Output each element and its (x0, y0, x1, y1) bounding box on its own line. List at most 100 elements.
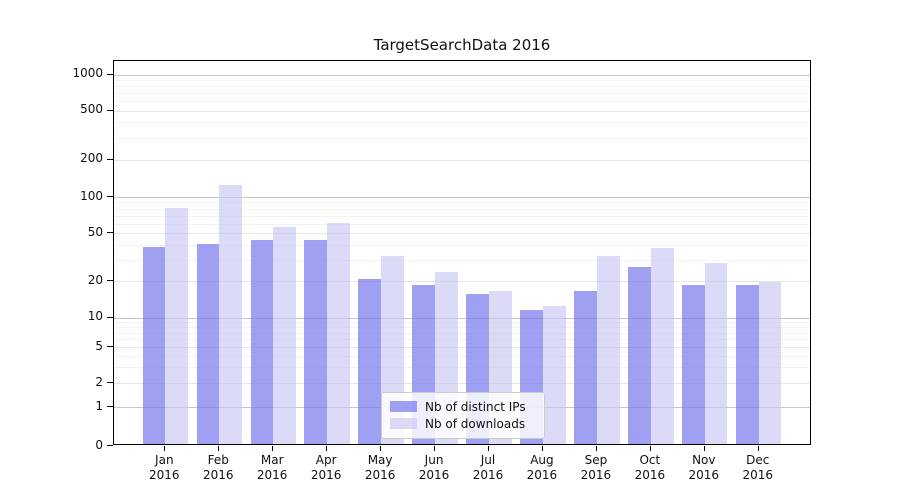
bar-downloads-mar (273, 227, 296, 444)
minor-gridline (114, 244, 810, 246)
x-tick (488, 446, 489, 451)
bar-downloads-jan (165, 207, 188, 444)
bar-downloads-aug (542, 305, 566, 444)
y-tick (107, 445, 113, 446)
y-tick-label: 5 (95, 338, 103, 353)
y-tick-label: 50 (87, 224, 103, 239)
y-tick (107, 346, 113, 347)
minor-gridline (114, 101, 810, 103)
minor-gridline (114, 93, 810, 95)
legend-label: Nb of distinct IPs (425, 399, 526, 414)
bar-downloads-sep (596, 256, 620, 444)
minor-gridline (114, 326, 810, 328)
gridline (114, 317, 810, 319)
chart-title: TargetSearchData 2016 (373, 36, 551, 54)
minor-gridline (114, 122, 810, 124)
bar-ips-may (358, 279, 382, 444)
x-tick (218, 446, 220, 451)
y-tick-label: 500 (80, 102, 103, 116)
y-tick-label: 1000 (72, 66, 103, 80)
y-tick (107, 232, 113, 233)
y-tick-label: 100 (80, 188, 103, 203)
y-tick-label: 0 (95, 437, 103, 452)
gridline (114, 159, 810, 161)
y-tick-label: 2 (95, 374, 103, 389)
bar-ips-dec (736, 284, 759, 444)
y-tick (107, 280, 113, 281)
bar-downloads-oct (650, 248, 674, 444)
gridline (114, 383, 810, 384)
legend-label: Nb of downloads (425, 416, 526, 431)
minor-gridline (114, 339, 810, 341)
legend-row: Nb of downloads (390, 415, 536, 432)
minor-gridline (114, 208, 810, 210)
bar-ips-apr (304, 240, 328, 444)
minor-gridline (114, 215, 810, 217)
bar-ips-jan (142, 246, 166, 444)
bar-ips-mar (250, 240, 274, 444)
gridline (114, 74, 810, 76)
x-tick (164, 446, 166, 451)
gridline (114, 197, 810, 198)
x-tick-label: Apr 2016 (310, 453, 342, 482)
x-tick-label: Aug 2016 (526, 453, 558, 482)
minor-gridline (114, 259, 810, 261)
x-tick-label: Sep 2016 (580, 453, 612, 482)
minor-gridline (114, 367, 810, 369)
minor-gridline (114, 355, 810, 357)
x-tick-label: May 2016 (364, 453, 396, 482)
minor-gridline (114, 79, 810, 81)
bar-ips-feb (196, 244, 220, 444)
minor-gridline (114, 332, 810, 334)
bar-downloads-nov (704, 263, 728, 444)
gridline (114, 347, 810, 348)
minor-gridline (114, 321, 810, 323)
y-tick-label: 20 (87, 272, 103, 287)
x-tick (434, 446, 436, 451)
x-tick-label: Nov 2016 (688, 453, 720, 482)
bar-ips-sep (574, 290, 597, 444)
x-tick (757, 446, 759, 451)
bar-ips-nov (682, 284, 705, 444)
x-tick-label: Jul 2016 (472, 453, 504, 482)
bar-downloads-dec (758, 281, 782, 444)
y-tick-label: 10 (87, 309, 103, 323)
x-tick (272, 446, 274, 451)
x-tick (595, 446, 597, 451)
minor-gridline (114, 86, 810, 88)
y-tick (107, 109, 113, 111)
minor-gridline (114, 137, 810, 139)
x-tick-label: Feb 2016 (202, 453, 234, 482)
x-tick (380, 446, 382, 451)
x-tick-label: Jun 2016 (418, 453, 450, 482)
x-tick-label: Dec 2016 (742, 453, 774, 482)
y-tick (107, 196, 113, 197)
y-tick-label: 200 (80, 151, 103, 165)
x-tick (649, 446, 651, 451)
bar-downloads-feb (219, 185, 242, 444)
x-tick (326, 446, 328, 451)
x-tick-label: Oct 2016 (634, 453, 666, 482)
y-tick (107, 158, 113, 160)
legend-swatch-downloads (390, 418, 417, 429)
y-tick (107, 406, 113, 407)
x-tick (541, 446, 543, 451)
y-tick-label: 1 (95, 398, 103, 413)
minor-gridline (114, 202, 810, 204)
minor-gridline (114, 223, 810, 225)
bar-downloads-apr (327, 223, 350, 444)
gridline (114, 281, 810, 282)
gridline (114, 110, 810, 112)
gridline (114, 233, 810, 234)
x-tick (703, 446, 705, 451)
legend-swatch-ips (390, 401, 417, 412)
legend-row: Nb of distinct IPs (390, 398, 536, 415)
y-tick (107, 382, 113, 383)
x-tick-label: Jan 2016 (149, 453, 180, 482)
legend: Nb of distinct IPs Nb of downloads (381, 392, 545, 439)
y-tick (107, 316, 113, 318)
y-tick (107, 73, 113, 75)
bar-ips-oct (628, 267, 651, 444)
x-tick-label: Mar 2016 (256, 453, 288, 482)
